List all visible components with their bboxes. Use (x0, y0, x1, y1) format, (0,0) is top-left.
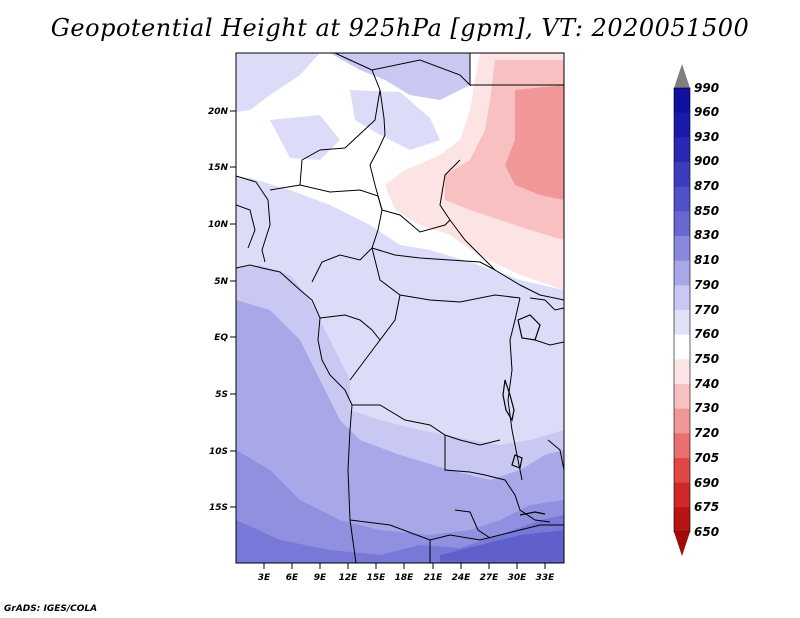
field-730-740 (505, 85, 564, 200)
field-810-830 (236, 300, 564, 563)
field-patch-sahara (350, 90, 440, 150)
field-830-850 (236, 450, 564, 563)
colorbar-segment (674, 88, 690, 114)
lon-label: 6E (286, 573, 299, 583)
lon-label: 21E (424, 573, 444, 583)
colorbar-segment (674, 334, 690, 360)
colorbar-segment (674, 162, 690, 188)
lon-label: 9E (314, 573, 327, 583)
colorbar-label: 760 (694, 327, 719, 341)
colorbar-label: 740 (694, 377, 719, 391)
colorbar-segment (674, 112, 690, 138)
lat-label: EQ (214, 333, 228, 343)
colorbar-label: 960 (694, 105, 719, 119)
lon-label: 3E (258, 573, 271, 583)
lat-axis: 20N 15N 10N 5N EQ 5S 10S 15S (208, 107, 236, 513)
lon-axis: 3E 6E 9E 12E 15E 18E 21E 24E 27E 30E 33E (258, 563, 555, 583)
colorbar-label: 830 (694, 228, 719, 242)
colorbar-label: 810 (694, 253, 719, 267)
lakes (502, 314, 546, 516)
colorbar-label: 770 (694, 303, 719, 317)
lat-label: 20N (208, 107, 229, 117)
lat-label: 10N (208, 220, 229, 230)
field-patch-nw (236, 53, 320, 112)
colorbar-segment (674, 482, 690, 508)
lon-label: 18E (395, 573, 415, 583)
colorbar-segment (674, 236, 690, 262)
colorbar-segment (674, 507, 690, 533)
lat-label: 10S (209, 447, 228, 457)
field-patch-w (270, 115, 340, 160)
colorbar-label: 990 (694, 81, 719, 95)
colorbar-label: 720 (694, 426, 719, 440)
colorbar-label: 675 (694, 500, 719, 514)
colorbar-label: 870 (694, 179, 719, 193)
colorbar-label: 750 (694, 352, 719, 366)
colorbar-bottom-arrow (674, 532, 690, 556)
colorbar-top-arrow (674, 64, 690, 88)
lat-label: 5S (215, 390, 228, 400)
colorbar-segment (674, 186, 690, 212)
colorbar-segment (674, 359, 690, 385)
colorbar-segment (674, 137, 690, 163)
colorbar-segment (674, 458, 690, 484)
colorbar-segment (674, 285, 690, 311)
country-borders (236, 53, 564, 563)
map-plot (236, 53, 564, 563)
lat-label: 5N (214, 277, 228, 287)
colorbar-segment (674, 408, 690, 434)
colorbar-label: 850 (694, 204, 719, 218)
lon-label: 12E (339, 573, 359, 583)
colorbar-label: 930 (694, 130, 719, 144)
colorbar: 990 960 930 900 870 850 830 810 790 770 … (673, 64, 719, 556)
lon-label: 33E (536, 573, 556, 583)
colorbar-label: 690 (694, 476, 719, 490)
colorbar-label: 730 (694, 401, 719, 415)
lon-label: 30E (508, 573, 528, 583)
lat-label: 15N (208, 163, 229, 173)
colorbar-segment (674, 384, 690, 410)
colorbar-label: 790 (694, 278, 719, 292)
field-870-900 (440, 530, 564, 563)
colorbar-label: 900 (694, 154, 719, 168)
lon-label: 15E (367, 573, 387, 583)
field-patch-n (330, 53, 470, 100)
chart-title: Geopotential Height at 925hPa [gpm], VT:… (50, 14, 750, 42)
grads-credit: GrADS: IGES/COLA (4, 604, 98, 614)
colorbar-segment (674, 260, 690, 286)
colorbar-segment (674, 433, 690, 459)
colorbar-label: 650 (694, 525, 719, 539)
lat-label: 15S (209, 503, 228, 513)
lon-label: 24E (452, 573, 472, 583)
colorbar-segment (674, 310, 690, 336)
colorbar-label: 705 (694, 451, 719, 465)
map-frame (235, 52, 565, 564)
colorbar-segment (674, 211, 690, 237)
lon-label: 27E (480, 573, 500, 583)
